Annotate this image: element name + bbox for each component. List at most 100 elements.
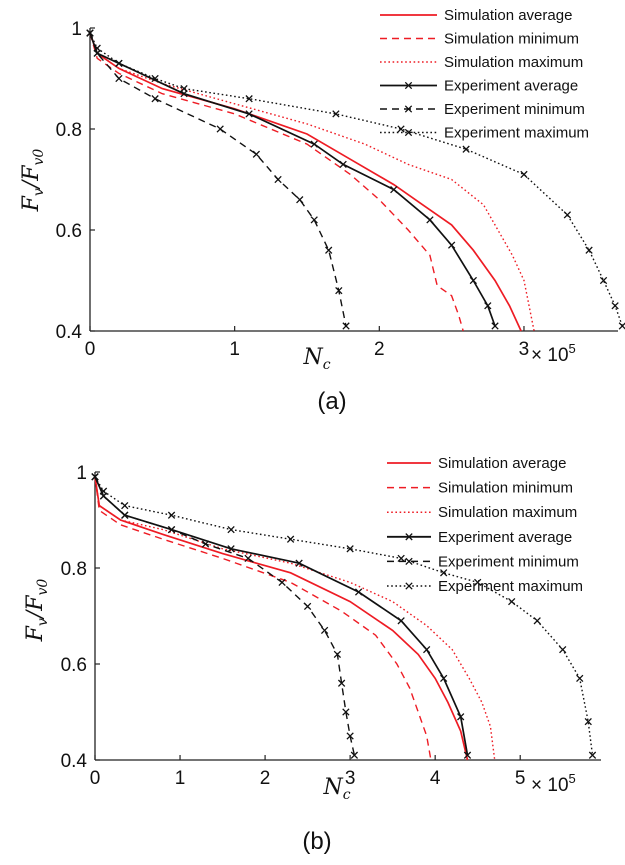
panel-b-series-marker xyxy=(337,679,346,687)
panel-b-legend-label: Simulation maximum xyxy=(438,504,577,521)
panel-b-series-marker xyxy=(286,535,295,543)
panel-b-series-marker xyxy=(588,751,597,759)
panel-b-series-marker xyxy=(440,674,448,683)
panel-b-y-tick-label: 0.4 xyxy=(61,751,88,772)
panel-a-ticks: 0 1 2 3 0.4 0.6 0.8 1 xyxy=(56,19,530,360)
panel-a-series-marker xyxy=(310,140,318,148)
panel-b-series-marker xyxy=(201,540,210,548)
panel-a-series-marker xyxy=(86,29,94,37)
panel-b-series-marker xyxy=(463,751,472,759)
panel-b-x-tick-label: 5 xyxy=(515,768,526,789)
panel-a-series-marker xyxy=(296,196,304,204)
panel-b-y-tick-label: 1 xyxy=(76,463,87,484)
panel-a-legend-label: Simulation average xyxy=(444,7,572,24)
panel-a-series-marker xyxy=(151,95,159,103)
panel-a-legend-label: Experiment minimum xyxy=(444,101,585,118)
panel-b-series-marker xyxy=(440,569,448,577)
panel-b-ticks: 0 1 2 3 4 5 0.4 0.6 0.8 1 xyxy=(61,463,526,789)
panel-a-series xyxy=(86,29,625,332)
panel-a-legend-marker xyxy=(404,128,413,137)
panel-a-y-tick-label: 1 xyxy=(71,19,82,40)
panel-a-series-marker xyxy=(520,170,528,179)
panel-b-legend: Simulation average Simulation minimum Simu… xyxy=(387,455,583,595)
panel-b-series xyxy=(91,473,597,761)
panel-a-series-marker xyxy=(390,185,398,194)
panel-b-legend-marker xyxy=(405,557,413,566)
panel-b-series-marker xyxy=(350,751,359,759)
panel-a-x-multiplier: × 105 xyxy=(531,341,576,366)
panel-b-legend-label: Experiment maximum xyxy=(438,578,583,595)
panel-a-series-line-3 xyxy=(89,32,496,327)
panel-a-legend-marker xyxy=(404,105,413,113)
panel-a-series-marker xyxy=(462,145,470,153)
panel-a-x-tick-label: 3 xyxy=(519,339,530,360)
panel-b-series-marker xyxy=(576,674,584,683)
panel-b-legend-marker xyxy=(405,533,413,541)
panel-b-x-multiplier: × 105 xyxy=(531,771,576,796)
panel-a-series-marker xyxy=(115,74,123,83)
panel-a-legend-label: Simulation maximum xyxy=(444,54,583,71)
panel-a-series-marker xyxy=(469,276,478,285)
panel-a-x-tick-label: 2 xyxy=(374,339,385,360)
panel-a-series-marker xyxy=(93,44,101,52)
panel-a-series-marker xyxy=(115,59,123,68)
panel-b-series-marker xyxy=(397,554,405,563)
panel-b-series-line-5 xyxy=(94,476,594,756)
panel-b-series-marker xyxy=(167,511,176,519)
panel-a-y-tick-label: 0.6 xyxy=(56,221,82,242)
panel-a-plot-area: 0 1 2 3 0.4 0.6 0.8 1 xyxy=(56,19,625,360)
panel-a-legend-marker xyxy=(404,81,413,90)
panel-a-x-tick-label: 0 xyxy=(85,339,96,360)
panel-b-series-marker xyxy=(474,578,482,587)
panel-a-series-marker xyxy=(563,211,572,219)
panel-b-legend-label: Simulation average xyxy=(438,455,566,472)
panel-a-legend: Simulation average Simulation minimum Simu… xyxy=(380,7,589,142)
panel-b-x-tick-label: 1 xyxy=(175,768,186,789)
panel-a-legend-label: Simulation minimum xyxy=(444,31,579,48)
panel-b-series-marker xyxy=(508,597,516,606)
panel-b-series-marker xyxy=(227,545,235,553)
panel-a-y-tick-label: 0.8 xyxy=(56,120,82,141)
panel-a-series-marker xyxy=(325,246,333,254)
panel-b-series-marker xyxy=(342,708,350,716)
panel-b-caption: (b) xyxy=(302,828,331,855)
panel-a-x-label: Nc xyxy=(302,345,330,373)
panel-a-series-marker xyxy=(397,125,405,133)
panel-a-series-marker xyxy=(599,276,608,285)
panel-b-series-marker xyxy=(278,578,286,587)
panel-b-x-tick-label: 2 xyxy=(260,768,271,789)
panel-b-series-marker xyxy=(346,545,354,553)
panel-a-series-line-0 xyxy=(89,32,522,332)
panel-b-series-marker xyxy=(167,525,176,534)
panel-a: 0 1 2 30.40.60.81 Simulation averageSimulat… xyxy=(19,7,625,415)
panel-b-series-marker xyxy=(346,732,354,740)
panel-a-series-marker xyxy=(245,95,253,103)
panel-a-legend-label: Experiment average xyxy=(444,78,578,95)
panel-a-y-tick-label: 0.4 xyxy=(56,322,83,343)
panel-a-series-marker xyxy=(310,216,318,224)
panel-a-series-marker xyxy=(332,110,340,118)
panel-b-legend-label: Experiment minimum xyxy=(438,553,579,570)
panel-b-series-marker xyxy=(457,713,465,721)
panel-b-legend-label: Simulation minimum xyxy=(438,480,573,497)
panel-b-x-tick-label: 0 xyxy=(90,768,101,789)
panel-b-plot-area: 0 1 2 3 4 5 0.4 0.6 0.8 1 xyxy=(61,463,601,789)
panel-b-series-marker xyxy=(227,525,235,534)
panel-a-series-marker xyxy=(618,322,625,330)
panel-b-series-marker xyxy=(423,645,431,654)
panel-b-series-marker xyxy=(121,501,129,510)
panel-b-series-marker xyxy=(91,473,99,481)
panel-b-series-marker xyxy=(320,626,329,635)
panel-b-x-label: Nc xyxy=(322,775,350,803)
panel-b-series-marker xyxy=(397,617,405,625)
panel-a-series-line-2 xyxy=(89,32,535,332)
panel-a-series-marker xyxy=(447,241,456,249)
panel-a-series-marker xyxy=(339,160,347,169)
panel-a-series-marker xyxy=(180,84,188,93)
panel-b-series-line-0 xyxy=(94,476,469,761)
panel-b-series-marker xyxy=(559,645,567,654)
panel-b-x-tick-label: 3 xyxy=(345,768,356,789)
panel-a-x-tick-label: 1 xyxy=(229,339,240,360)
panel-b-series-line-3 xyxy=(94,476,469,756)
